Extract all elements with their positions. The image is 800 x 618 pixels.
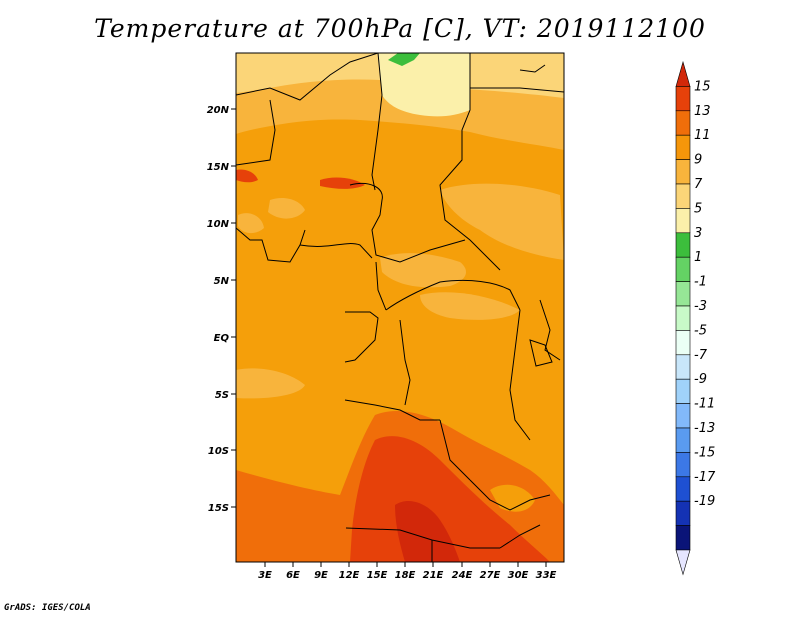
colorbar-swatch [675, 427, 691, 453]
colorbar-label: 7 [694, 177, 703, 192]
lon-label: 21E [423, 570, 444, 581]
field-7-9-patch [268, 198, 305, 219]
lat-label: EQ [214, 333, 230, 344]
colorbar-swatch [675, 378, 691, 404]
lat-label: 5S [215, 390, 229, 401]
colorbar-swatch [675, 452, 691, 478]
field-1-3-green [388, 53, 420, 66]
colorbar-swatch [675, 159, 691, 185]
lon-label: 33E [536, 570, 557, 581]
lat-label: 5N [214, 276, 230, 287]
country-borders [236, 53, 564, 562]
lon-label: 18E [395, 570, 416, 581]
colorbar-bottom-arrow [675, 549, 691, 576]
lon-label: 27E [480, 570, 501, 581]
field-13-15-patch [320, 177, 365, 189]
colorbar-swatch [675, 500, 691, 526]
colorbar-swatch [675, 86, 691, 112]
colorbar-label: 9 [694, 153, 702, 168]
lat-ticks [231, 108, 236, 508]
field-13-15-patch [236, 169, 258, 183]
field-7-9-patch [420, 292, 520, 320]
colorbar-label: -19 [694, 494, 715, 509]
colorbar-swatch [675, 525, 691, 551]
colorbar-swatch [675, 256, 691, 282]
field-7-9-patch [440, 183, 564, 260]
lon-label: 30E [508, 570, 529, 581]
colorbar-label: 11 [694, 128, 711, 143]
lon-label: 9E [314, 570, 328, 581]
map-frame [235, 52, 565, 563]
lon-label: 24E [452, 570, 473, 581]
lat-label: 15N [207, 162, 230, 173]
lon-ticks [264, 562, 547, 567]
lon-labels: 3E 6E 9E 12E 15E 18E 21E 24E 27E 30E 33E [258, 570, 556, 581]
field-9-11-patch [490, 484, 535, 512]
colorbar-label: 5 [694, 201, 702, 216]
colorbar-swatch [675, 330, 691, 356]
colorbar-label: -5 [694, 323, 707, 338]
colorbar-swatch [675, 305, 691, 331]
colorbar-label: -11 [694, 397, 715, 412]
field-15-plus [395, 500, 460, 562]
colorbar-swatch [675, 208, 691, 234]
lat-label: 10S [208, 446, 229, 457]
colorbar-label: -17 [694, 470, 716, 485]
colorbar-label: -13 [694, 421, 715, 436]
field-3-5-sahara [378, 53, 470, 117]
chart-title: Temperature at 700hPa [C], VT: 201911210… [94, 14, 706, 43]
lat-label: 10N [207, 219, 230, 230]
lon-label: 6E [286, 570, 300, 581]
colorbar-swatch [675, 281, 691, 307]
lat-label: 20N [207, 105, 230, 116]
lat-labels: 20N 15N 10N 5N EQ 5S 10S 15S [207, 105, 230, 514]
colorbar-label: -1 [694, 275, 707, 290]
colorbar-swatch [675, 232, 691, 258]
credit-text: GrADS: IGES/COLA [4, 603, 91, 613]
field-7-9-patch [238, 213, 264, 234]
lon-label: 15E [367, 570, 388, 581]
lat-label: 15S [208, 503, 229, 514]
colorbar-label: -9 [694, 372, 707, 387]
colorbar-label: 1 [694, 250, 702, 265]
colorbar-swatch [675, 476, 691, 502]
colorbar-label: 13 [694, 104, 711, 119]
colorbar-swatch [675, 183, 691, 209]
colorbar-swatch [675, 134, 691, 160]
field-7-9-patch [236, 368, 305, 399]
colorbar-swatch [675, 110, 691, 136]
lon-label: 12E [339, 570, 360, 581]
colorbar-swatch [675, 354, 691, 380]
colorbar: 15 13 11 9 7 5 3 1 -1 -3 -5 -7 -9 -11 -13 -15 -17 -19 [675, 60, 716, 576]
colorbar-label: -3 [694, 299, 707, 314]
colorbar-label: -15 [694, 445, 715, 460]
colorbar-top-arrow [675, 60, 691, 87]
lon-label: 3E [258, 570, 272, 581]
colorbar-swatch [675, 403, 691, 429]
colorbar-label: -7 [694, 348, 708, 363]
colorbar-label: 3 [694, 226, 702, 241]
colorbar-label: 15 [694, 79, 711, 94]
map-area [236, 53, 564, 562]
